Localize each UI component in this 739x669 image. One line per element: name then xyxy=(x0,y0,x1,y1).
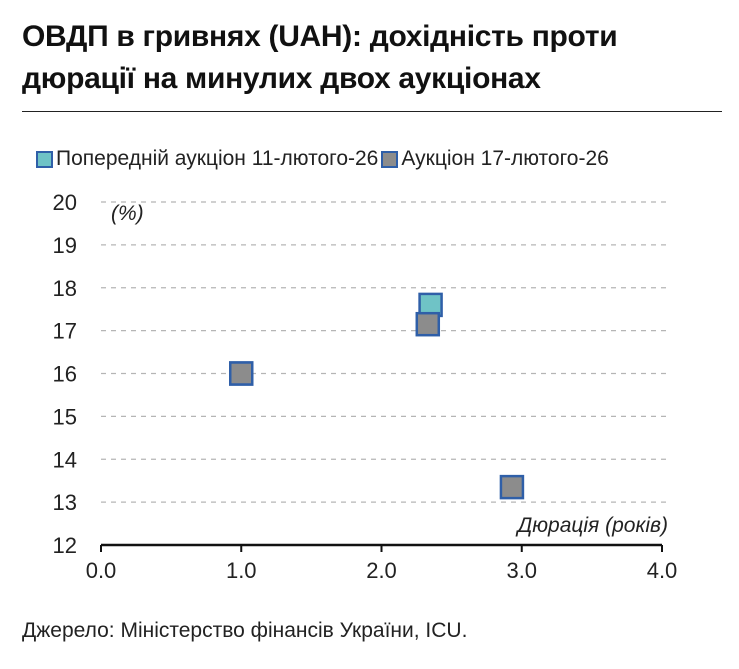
legend-label-current-auction: Аукціон 17-лютого-26 xyxy=(401,147,609,170)
x-axis-label: Дюрація (років) xyxy=(515,514,668,537)
y-tick-label-20: 20 xyxy=(53,190,77,215)
chart-title: ОВДП в гривнях (UAH): дохідність проти д… xyxy=(22,20,618,95)
data-point-series1-0 xyxy=(229,361,254,386)
chart-legend: Попередній аукціон 11-лютого-26 Аукціон … xyxy=(36,146,609,172)
y-axis-label: (%) xyxy=(111,202,144,225)
y-tick-label-19: 19 xyxy=(53,233,77,258)
x-tick-label-0.0: 0.0 xyxy=(86,558,117,583)
legend-item-current-auction: Аукціон 17-лютого-26 xyxy=(381,147,609,171)
legend-swatch-current-auction xyxy=(381,150,399,168)
y-tick-label-14: 14 xyxy=(53,447,77,472)
y-tick-label-13: 13 xyxy=(53,490,77,515)
data-point-series1-1 xyxy=(415,311,441,337)
scatter-chart: 12 13 14 15 16 17 18 19 20 0.0 1.0 2.0 3.0 4.0 (%) Дюра… xyxy=(53,190,678,583)
x-tick-label-3.0: 3.0 xyxy=(506,558,537,583)
y-tick-label-16: 16 xyxy=(53,362,77,387)
y-tick-label-15: 15 xyxy=(53,404,77,429)
y-tick-label-17: 17 xyxy=(53,319,77,344)
x-tick-label-4.0: 4.0 xyxy=(647,558,678,583)
legend-swatch-previous-auction xyxy=(36,150,53,168)
legend-label-previous-auction: Попередній аукціон 11-лютого-26 xyxy=(56,147,379,170)
x-tick-label-2.0: 2.0 xyxy=(366,558,397,583)
data-point-series1-2 xyxy=(499,474,525,500)
source-note: Джерело: Міністерство фінансів України, … xyxy=(22,619,468,642)
x-tick-label-1.0: 1.0 xyxy=(226,558,257,583)
y-tick-label-18: 18 xyxy=(53,276,77,301)
title-divider xyxy=(22,111,722,112)
y-tick-label-12: 12 xyxy=(53,533,77,558)
legend-item-previous-auction: Попередній аукціон 11-лютого-26 xyxy=(36,147,378,171)
